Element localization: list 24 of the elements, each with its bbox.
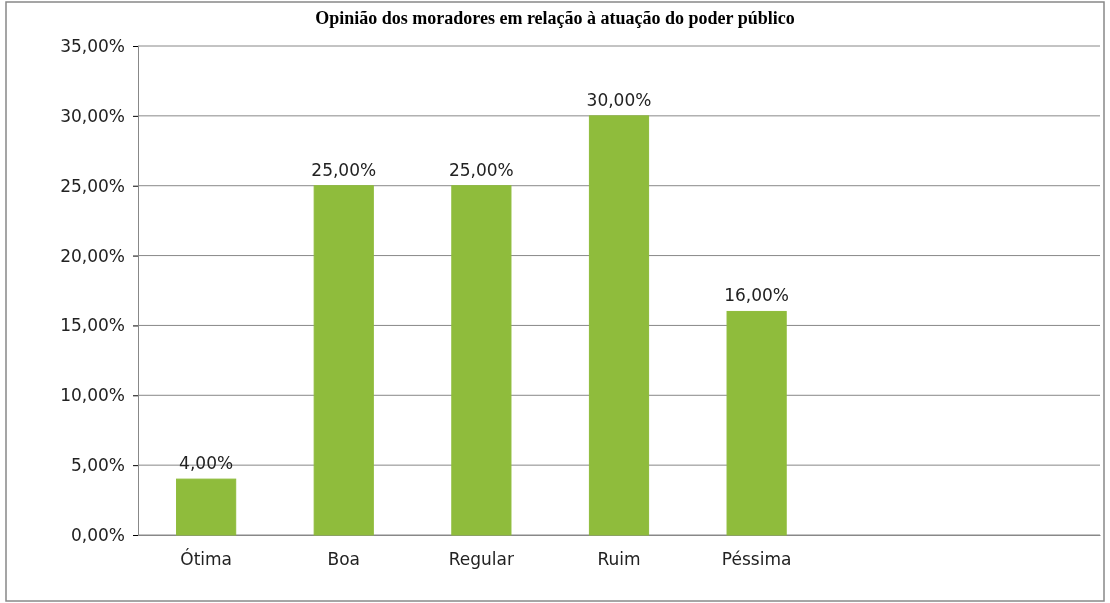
y-tick-label: 20,00% [60, 245, 125, 266]
y-tick-label: 30,00% [60, 105, 125, 126]
y-tick-label: 5,00% [70, 455, 125, 476]
x-tick-label: Péssima [721, 549, 792, 570]
y-tick-label: 35,00% [60, 35, 125, 56]
chart-title: Opinião dos moradores em relação à atuação do poder público [315, 8, 795, 28]
data-label: 30,00% [586, 89, 652, 110]
data-label: 4,00% [179, 453, 234, 474]
bar [451, 185, 512, 536]
bar [726, 310, 787, 536]
y-tick-label: 15,00% [60, 315, 125, 336]
x-tick-label: Boa [327, 549, 360, 570]
y-tick-label: 10,00% [60, 385, 125, 406]
data-label: 25,00% [311, 159, 377, 180]
x-tick-label: Regular [448, 549, 514, 570]
bar [313, 185, 374, 536]
data-label: 25,00% [448, 159, 514, 180]
y-tick-label: 25,00% [60, 175, 125, 196]
x-tick-label: Ruim [597, 549, 641, 570]
data-label: 16,00% [724, 285, 790, 306]
bar [588, 115, 650, 536]
x-tick-label: Ótima [180, 548, 232, 570]
bar [176, 478, 237, 536]
y-tick-label: 0,00% [70, 524, 125, 545]
